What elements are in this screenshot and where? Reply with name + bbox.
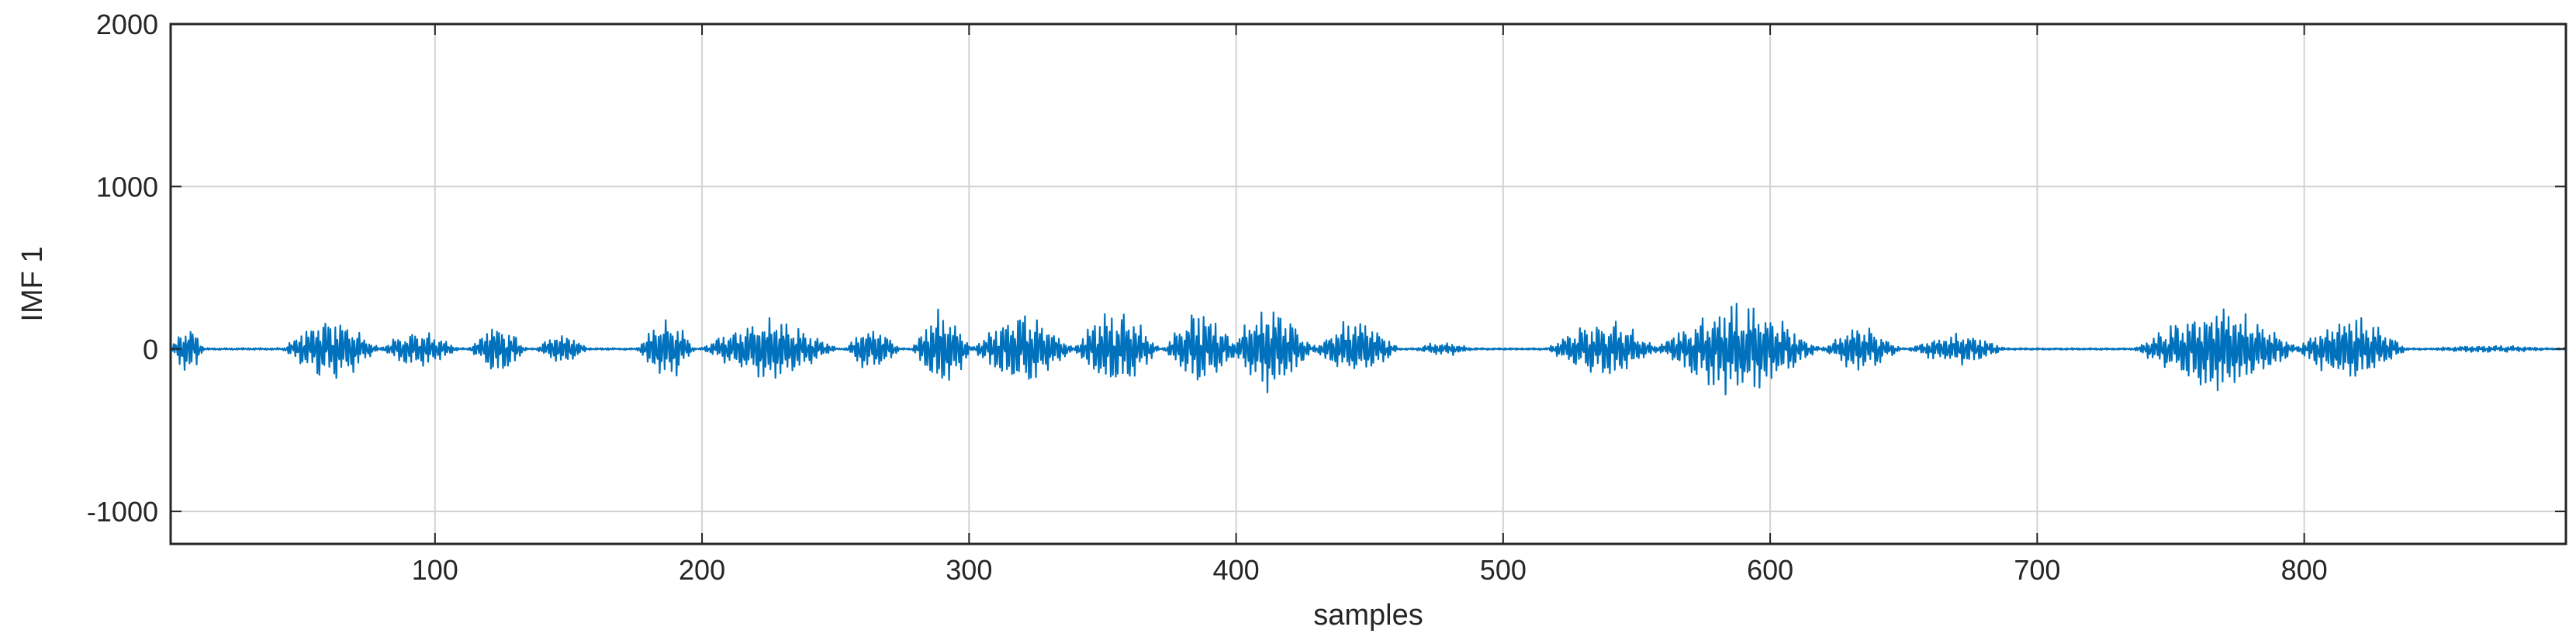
x-tick-label: 500	[1480, 554, 1527, 586]
y-tick-label: -1000	[87, 496, 158, 528]
imf-series-line	[170, 303, 2567, 396]
x-axis-label: samples	[1313, 599, 1423, 632]
ticks: 100 200 300 400 500 600 700 800 -1000 0 1000 2000	[87, 9, 2566, 586]
x-tick-label: 300	[946, 554, 992, 586]
plot-background	[171, 24, 2566, 544]
x-tick-label: 700	[2014, 554, 2060, 586]
x-tick-label: 600	[1747, 554, 1793, 586]
y-axis-label: IMF 1	[16, 246, 49, 321]
x-tick-label: 100	[412, 554, 458, 586]
x-tick-label: 200	[679, 554, 725, 586]
y-tick-label: 1000	[96, 171, 158, 203]
y-tick-label: 2000	[96, 9, 158, 40]
plot-frame	[169, 23, 2567, 545]
x-tick-label: 400	[1213, 554, 1260, 586]
series-layer	[170, 303, 2567, 396]
y-tick-label: 0	[143, 334, 158, 365]
x-tick-label: 800	[2281, 554, 2328, 586]
